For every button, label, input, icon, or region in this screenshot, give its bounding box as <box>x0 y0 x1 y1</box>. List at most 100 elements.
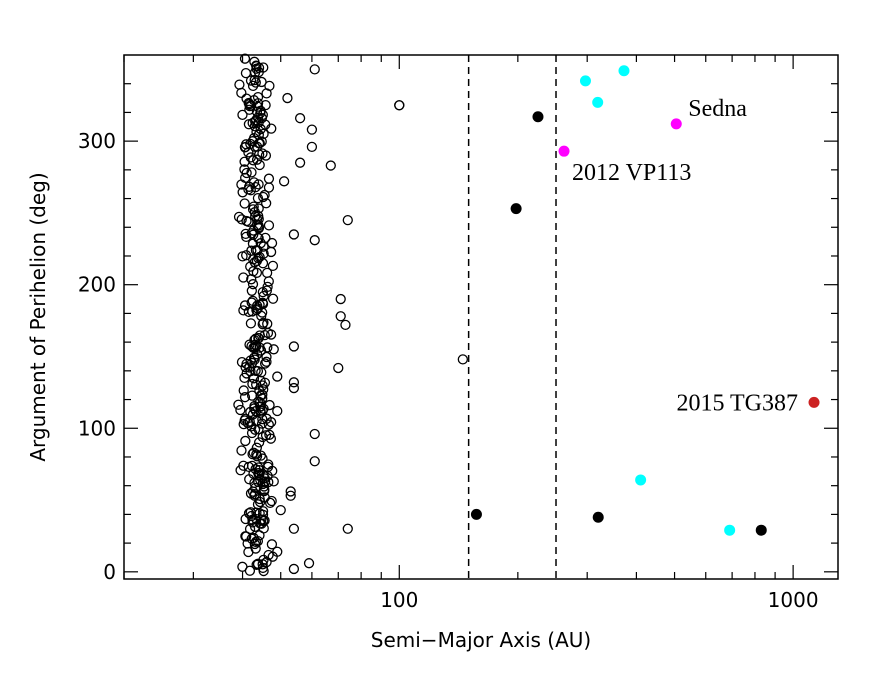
data-point-open <box>251 141 263 152</box>
data-point-open <box>257 148 268 159</box>
data-point-open <box>246 421 257 432</box>
data-point-open <box>249 354 260 365</box>
data-point-open <box>253 117 264 128</box>
data-point-open <box>238 385 249 396</box>
data-point-open <box>267 260 279 272</box>
data-point-open <box>258 565 269 577</box>
data-point-open <box>251 451 263 462</box>
data-point-open <box>246 427 258 439</box>
data-point-open <box>243 216 254 227</box>
data-point-open <box>259 473 270 484</box>
data-point-open <box>249 67 261 78</box>
data-point-open <box>249 490 260 501</box>
data-point-open <box>236 357 248 368</box>
data-point-open <box>239 53 251 64</box>
data-point-open <box>258 62 269 73</box>
data-point-open <box>258 191 269 203</box>
data-point-open <box>254 530 265 541</box>
data-point-open <box>251 340 262 352</box>
data-point-open <box>266 417 277 428</box>
data-point-open <box>259 485 270 497</box>
x-tick-label: 100 <box>380 588 418 612</box>
data-point-open <box>261 285 273 296</box>
data-point-open <box>262 461 274 472</box>
data-point-open <box>246 285 257 296</box>
data-point-open <box>239 198 250 209</box>
data-point-open <box>246 510 257 522</box>
data-point-red <box>808 396 820 408</box>
data-point-open <box>342 523 353 534</box>
data-point-open <box>254 469 265 481</box>
data-point-cyan <box>618 65 630 77</box>
data-point-open <box>240 172 251 184</box>
data-point-open <box>272 371 283 382</box>
data-point-open <box>257 393 268 404</box>
data-point-open <box>248 532 259 544</box>
data-point-open <box>288 377 300 388</box>
data-point-open <box>233 399 244 410</box>
data-point-open <box>278 176 290 187</box>
data-point-open <box>288 523 300 534</box>
data-point-open <box>249 334 260 346</box>
data-point-open <box>246 167 257 178</box>
data-point-open <box>306 124 318 135</box>
data-point-open <box>238 305 249 316</box>
data-point-open <box>335 311 346 322</box>
data-point-open <box>309 235 320 246</box>
data-point-open <box>251 154 263 165</box>
data-point-open <box>255 390 266 401</box>
y-tick-label: 100 <box>78 416 116 440</box>
data-point-open <box>252 300 263 311</box>
data-point-open <box>246 228 257 239</box>
data-point-open <box>253 203 264 214</box>
data-point-open <box>342 214 353 226</box>
data-point-open <box>250 181 261 193</box>
data-point-open <box>261 356 272 367</box>
data-point-open <box>240 413 251 424</box>
data-point-open <box>250 245 262 256</box>
data-point-open <box>288 563 300 575</box>
data-point-open <box>253 220 264 231</box>
data-point-open <box>247 409 259 420</box>
data-point-open <box>254 437 265 448</box>
data-point-open <box>272 405 283 417</box>
data-point-open <box>252 499 264 510</box>
data-point-open <box>309 456 320 467</box>
data-point-cyan <box>724 524 736 536</box>
plot-frame <box>123 54 839 580</box>
data-point-open <box>241 231 252 242</box>
data-point-open <box>240 513 251 525</box>
data-point-open <box>252 112 264 123</box>
data-point-open <box>285 486 296 497</box>
data-point-open <box>240 435 251 447</box>
data-point-open <box>457 354 468 365</box>
data-point-open <box>294 157 306 168</box>
data-point-open <box>266 539 278 550</box>
data-point-open <box>236 87 247 99</box>
data-point-open <box>265 329 277 340</box>
data-point-open <box>239 392 251 403</box>
data-point-open <box>250 77 261 88</box>
data-point-open <box>268 344 279 355</box>
data-point-open <box>247 279 259 290</box>
data-point-open <box>258 403 269 414</box>
data-point-open <box>266 495 277 507</box>
data-point-open <box>259 329 270 341</box>
data-point-open <box>256 76 267 88</box>
data-point-open <box>250 115 262 126</box>
data-point-open <box>260 232 271 244</box>
data-point-open <box>261 88 272 99</box>
data-point-open <box>309 428 320 440</box>
data-point-open <box>249 424 261 435</box>
data-point-open <box>246 340 257 352</box>
data-point-open <box>282 92 293 104</box>
annotation-label: 2012 VP113 <box>572 160 691 186</box>
data-point-open <box>243 306 254 318</box>
data-point-open <box>245 138 256 150</box>
data-point-open <box>261 198 272 209</box>
data-point-open <box>254 159 265 171</box>
data-point-open <box>250 543 261 554</box>
data-point-open <box>247 204 259 215</box>
data-point-open <box>251 349 263 360</box>
data-point-open <box>257 559 268 570</box>
